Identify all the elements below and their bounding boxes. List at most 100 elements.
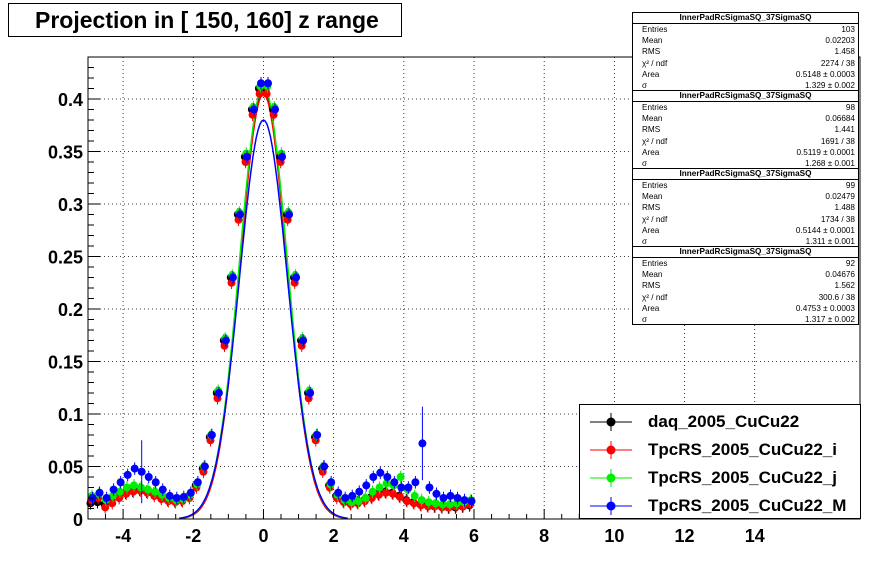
stats-row: Area 0.5119 ± 0.0001 xyxy=(633,147,858,158)
data-point xyxy=(404,483,413,492)
legend: daq_2005_CuCu22 TpcRS_2005_CuCu22_i TpcR… xyxy=(579,404,861,519)
data-point xyxy=(390,478,399,487)
data-point xyxy=(262,89,271,98)
data-point xyxy=(193,478,202,487)
data-point xyxy=(397,483,406,492)
stats-box-4: InnerPadRcSigmaSQ_37SigmaSQ Entries 92 Mean… xyxy=(632,246,859,325)
x-tick-label: 6 xyxy=(469,526,479,546)
stats-key: χ² / ndf xyxy=(642,58,668,68)
y-tick-label: 0.3 xyxy=(58,195,83,215)
stats-value: 99 xyxy=(845,181,855,190)
data-point xyxy=(348,491,357,500)
data-point xyxy=(108,499,117,508)
series-2 xyxy=(87,80,475,511)
data-point xyxy=(425,483,434,492)
stats-key: σ xyxy=(642,314,648,324)
stats-key: Entries xyxy=(642,25,668,34)
stats-value: 1.329 ± 0.002 xyxy=(804,80,855,90)
data-point xyxy=(376,468,385,477)
stats-box-1: InnerPadRcSigmaSQ_37SigmaSQ Entries 103 Mea… xyxy=(632,12,859,91)
y-tick-label: 0.25 xyxy=(48,248,83,268)
data-point xyxy=(256,79,265,88)
data-point xyxy=(396,473,405,481)
stats-value: 0.5119 ± 0.0001 xyxy=(796,147,855,157)
data-point xyxy=(278,152,287,161)
data-point xyxy=(402,497,411,506)
stats-row: Mean 0.02479 xyxy=(633,191,858,202)
data-point xyxy=(313,431,322,439)
data-point xyxy=(285,210,294,219)
data-point xyxy=(306,389,315,397)
data-point xyxy=(362,481,371,490)
data-point xyxy=(410,491,419,500)
data-point xyxy=(374,490,383,499)
data-point xyxy=(242,152,251,161)
stats-value: 1.268 ± 0.001 xyxy=(804,158,855,168)
data-point xyxy=(129,487,138,496)
stats-key: RMS xyxy=(642,281,661,291)
stats-key: χ² / ndf xyxy=(642,136,668,146)
stats-key: Entries xyxy=(642,181,668,190)
stats-value: 103 xyxy=(841,25,855,34)
series-1 xyxy=(87,87,475,514)
data-point xyxy=(165,491,174,500)
stats-key: Area xyxy=(642,225,660,235)
stats-value: 1691 / 38 xyxy=(820,136,855,146)
stats-value: 1.562 xyxy=(834,281,856,291)
data-point xyxy=(368,487,377,496)
x-tick-label: -4 xyxy=(115,526,131,546)
stats-row: χ² / ndf 1734 / 38 xyxy=(633,214,858,225)
data-point xyxy=(445,500,454,509)
data-point xyxy=(179,492,188,501)
stats-key: Area xyxy=(642,147,660,157)
data-point xyxy=(361,494,370,502)
x-tick-label: 4 xyxy=(399,526,409,546)
stats-key: σ xyxy=(642,80,648,90)
x-axis-ticks: -4 -2 0 2 4 6 8 10 12 14 xyxy=(87,509,861,546)
stats-row: RMS 1.458 xyxy=(633,46,858,57)
data-point xyxy=(95,488,104,497)
data-point xyxy=(432,489,441,498)
stats-value: 1.317 ± 0.002 xyxy=(804,314,855,324)
stats-value: 0.4753 ± 0.0003 xyxy=(795,303,855,313)
stats-row: χ² / ndf 2274 / 38 xyxy=(633,58,858,69)
stats-key: Mean xyxy=(642,36,663,46)
data-point xyxy=(207,431,216,439)
stats-row: Mean 0.04676 xyxy=(633,269,858,280)
data-point xyxy=(186,488,195,497)
stats-row: σ 1.268 ± 0.001 xyxy=(633,158,858,169)
data-point xyxy=(200,462,209,471)
legend-item-tpc-j: TpcRS_2005_CuCu22_j xyxy=(580,464,860,492)
data-point xyxy=(249,105,258,114)
stats-value: 0.5144 ± 0.0001 xyxy=(795,225,855,235)
legend-marker-tpc-i xyxy=(590,441,632,459)
x-tick-label: 10 xyxy=(604,526,624,546)
data-point xyxy=(395,492,404,501)
data-point xyxy=(299,336,308,345)
data-point xyxy=(369,473,378,481)
stats-value: 92 xyxy=(845,259,855,268)
stats-value: 1.458 xyxy=(834,47,856,57)
y-axis-ticks: 0 0.05 0.1 0.15 0.2 0.25 0.3 0.35 0.4 xyxy=(48,56,100,530)
data-point xyxy=(255,89,264,98)
legend-label-tpc-i: TpcRS_2005_CuCu22_i xyxy=(648,440,837,459)
stats-row: Area 0.5144 ± 0.0001 xyxy=(633,225,858,236)
data-point xyxy=(108,491,117,500)
x-tick-label: 8 xyxy=(539,526,549,546)
stats-row: Area 0.4753 ± 0.0003 xyxy=(633,303,858,314)
stats-key: χ² / ndf xyxy=(642,214,668,224)
data-point xyxy=(130,464,139,473)
data-point xyxy=(122,483,131,492)
data-point xyxy=(417,496,426,505)
data-point xyxy=(418,439,427,448)
stats-key: χ² / ndf xyxy=(642,292,668,302)
data-point xyxy=(424,498,433,507)
data-point xyxy=(102,494,111,502)
data-point xyxy=(137,467,146,476)
y-tick-label: 0.35 xyxy=(48,143,83,163)
chart-title: Projection in [ 150, 160] z range xyxy=(8,3,402,37)
stats-box-3: InnerPadRcSigmaSQ_37SigmaSQ Entries 99 Mean… xyxy=(632,168,859,247)
stats-key: Mean xyxy=(642,192,663,202)
stats-key: Mean xyxy=(642,270,663,280)
stats-value: 0.06684 xyxy=(825,114,855,124)
